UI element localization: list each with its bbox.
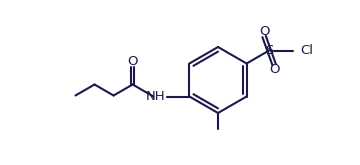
Text: O: O	[269, 63, 279, 76]
Text: S: S	[265, 44, 273, 57]
Text: NH: NH	[146, 90, 166, 103]
Text: O: O	[127, 55, 138, 68]
Text: O: O	[259, 25, 269, 38]
Text: Cl: Cl	[300, 44, 313, 57]
